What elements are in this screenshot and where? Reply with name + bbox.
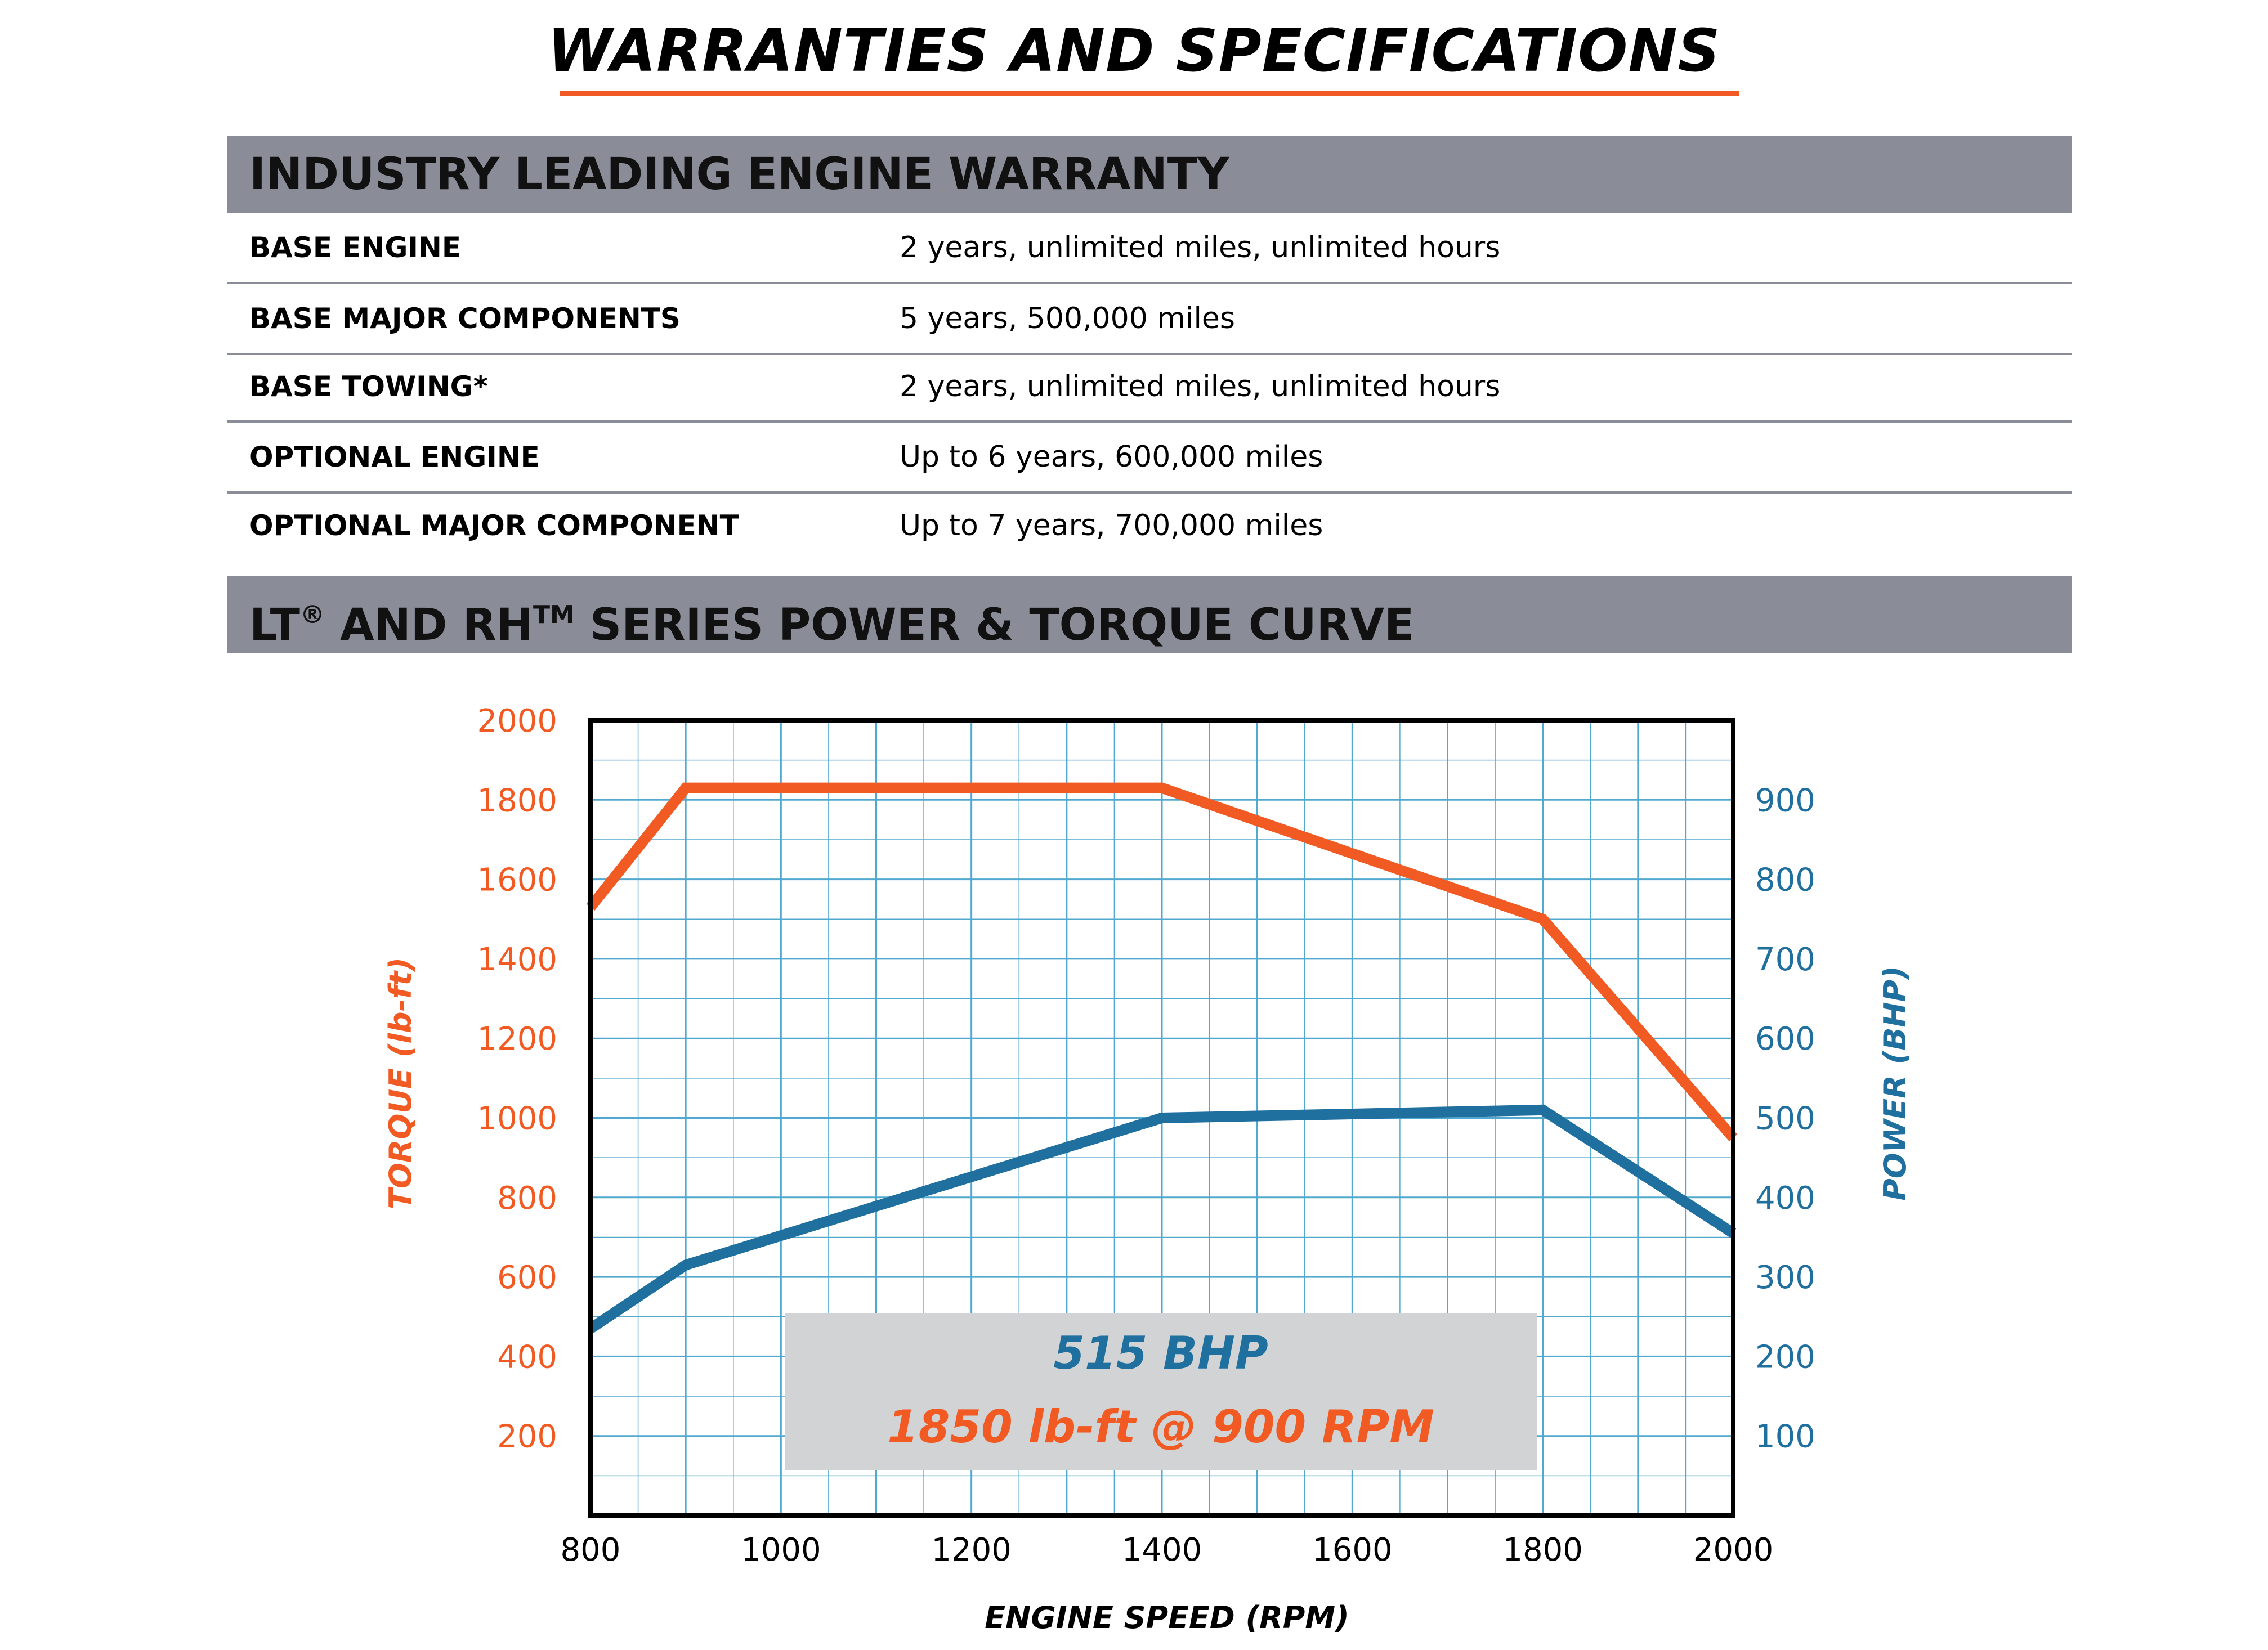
- y-left-tick-label: 1400: [477, 941, 557, 978]
- warranty-row-value: Up to 6 years, 600,000 miles: [900, 440, 1323, 474]
- warranty-row-value: 2 years, unlimited miles, unlimited hour…: [900, 370, 1501, 403]
- warranty-heading: INDUSTRY LEADING ENGINE WARRANTY: [249, 149, 1229, 200]
- warranty-section-header: INDUSTRY LEADING ENGINE WARRANTY: [227, 136, 2072, 213]
- y-right-axis-title: POWER (BHP): [1877, 966, 1913, 1201]
- y-right-tick-label: 100: [1755, 1419, 1815, 1455]
- y-left-tick-label: 800: [497, 1180, 557, 1217]
- warranty-row: BASE TOWING* 2 years, unlimited miles, u…: [227, 353, 2072, 423]
- warranty-row-value: 2 years, unlimited miles, unlimited hour…: [900, 231, 1501, 264]
- x-tick-label: 1600: [1312, 1532, 1393, 1568]
- y-left-axis-title: TORQUE (lb-ft): [383, 957, 418, 1209]
- warranty-row-value: Up to 7 years, 700,000 miles: [900, 509, 1323, 542]
- y-right-tick-label: 800: [1755, 862, 1815, 899]
- curve-section-header: LT® AND RHTM SERIES POWER & TORQUE CURVE: [227, 576, 2072, 653]
- curve-heading: LT® AND RHTM SERIES POWER & TORQUE CURVE: [249, 576, 1414, 664]
- y-right-tick-label: 900: [1755, 782, 1815, 819]
- curve-heading-rh: AND RH: [325, 600, 534, 651]
- y-left-tick-label: 1000: [477, 1101, 557, 1137]
- warranty-row: OPTIONAL ENGINE Up to 6 years, 600,000 m…: [227, 423, 2072, 494]
- y-left-tick-label: 1800: [477, 782, 557, 819]
- x-tick-label: 1000: [741, 1532, 821, 1568]
- page-title: WARRANTIES AND SPECIFICATIONS: [547, 16, 1721, 85]
- power-rating-label: 515 BHP: [1053, 1327, 1268, 1379]
- x-tick-label: 2000: [1693, 1532, 1774, 1568]
- curve-heading-lt: LT: [249, 600, 300, 651]
- y-right-tick-label: 200: [1755, 1339, 1815, 1375]
- warranty-row: BASE MAJOR COMPONENTS 5 years, 500,000 m…: [227, 284, 2072, 355]
- warranty-row-label: BASE MAJOR COMPONENTS: [249, 302, 681, 335]
- y-right-tick-label: 700: [1755, 941, 1815, 978]
- y-left-tick-label: 200: [497, 1419, 557, 1455]
- x-tick-label: 1200: [931, 1532, 1012, 1568]
- y-right-tick-label: 500: [1755, 1101, 1815, 1137]
- warranty-row-label: OPTIONAL MAJOR COMPONENT: [249, 509, 739, 542]
- curve-heading-rest: SERIES POWER & TORQUE CURVE: [574, 600, 1415, 651]
- y-left-tick-label: 1200: [477, 1021, 557, 1057]
- y-right-tick-label: 400: [1755, 1180, 1815, 1217]
- warranty-row-value: 5 years, 500,000 miles: [900, 302, 1235, 335]
- rating-callout-box: [785, 1313, 1537, 1470]
- y-left-tick-label: 600: [497, 1259, 557, 1296]
- trademark-mark: TM: [533, 600, 575, 629]
- warranty-row: BASE ENGINE 2 years, unlimited miles, un…: [227, 213, 2072, 284]
- warranty-row-label: OPTIONAL ENGINE: [249, 441, 540, 473]
- y-left-tick-label: 1600: [477, 862, 557, 899]
- registered-mark: ®: [300, 600, 325, 629]
- power-curve-line: [587, 1104, 1737, 1333]
- x-tick-label: 800: [561, 1532, 621, 1568]
- warranty-row-label: BASE ENGINE: [249, 231, 462, 264]
- warranty-row: OPTIONAL MAJOR COMPONENT Up to 7 years, …: [227, 491, 2072, 560]
- y-right-tick-label: 600: [1755, 1021, 1815, 1057]
- y-left-tick-label: 2000: [477, 703, 557, 739]
- y-left-tick-label: 400: [497, 1339, 557, 1375]
- torque-rating-label: 1850 lb-ft @ 900 RPM: [887, 1401, 1434, 1453]
- plot-frame: [588, 718, 1735, 1518]
- title-underline: [560, 91, 1739, 96]
- x-tick-label: 1400: [1122, 1532, 1202, 1568]
- x-axis-title: ENGINE SPEED (RPM): [985, 1600, 1349, 1635]
- y-right-tick-label: 300: [1755, 1259, 1815, 1296]
- warranty-row-label: BASE TOWING*: [249, 370, 488, 403]
- x-tick-label: 1800: [1502, 1532, 1583, 1568]
- torque-curve-line: [586, 782, 1738, 1142]
